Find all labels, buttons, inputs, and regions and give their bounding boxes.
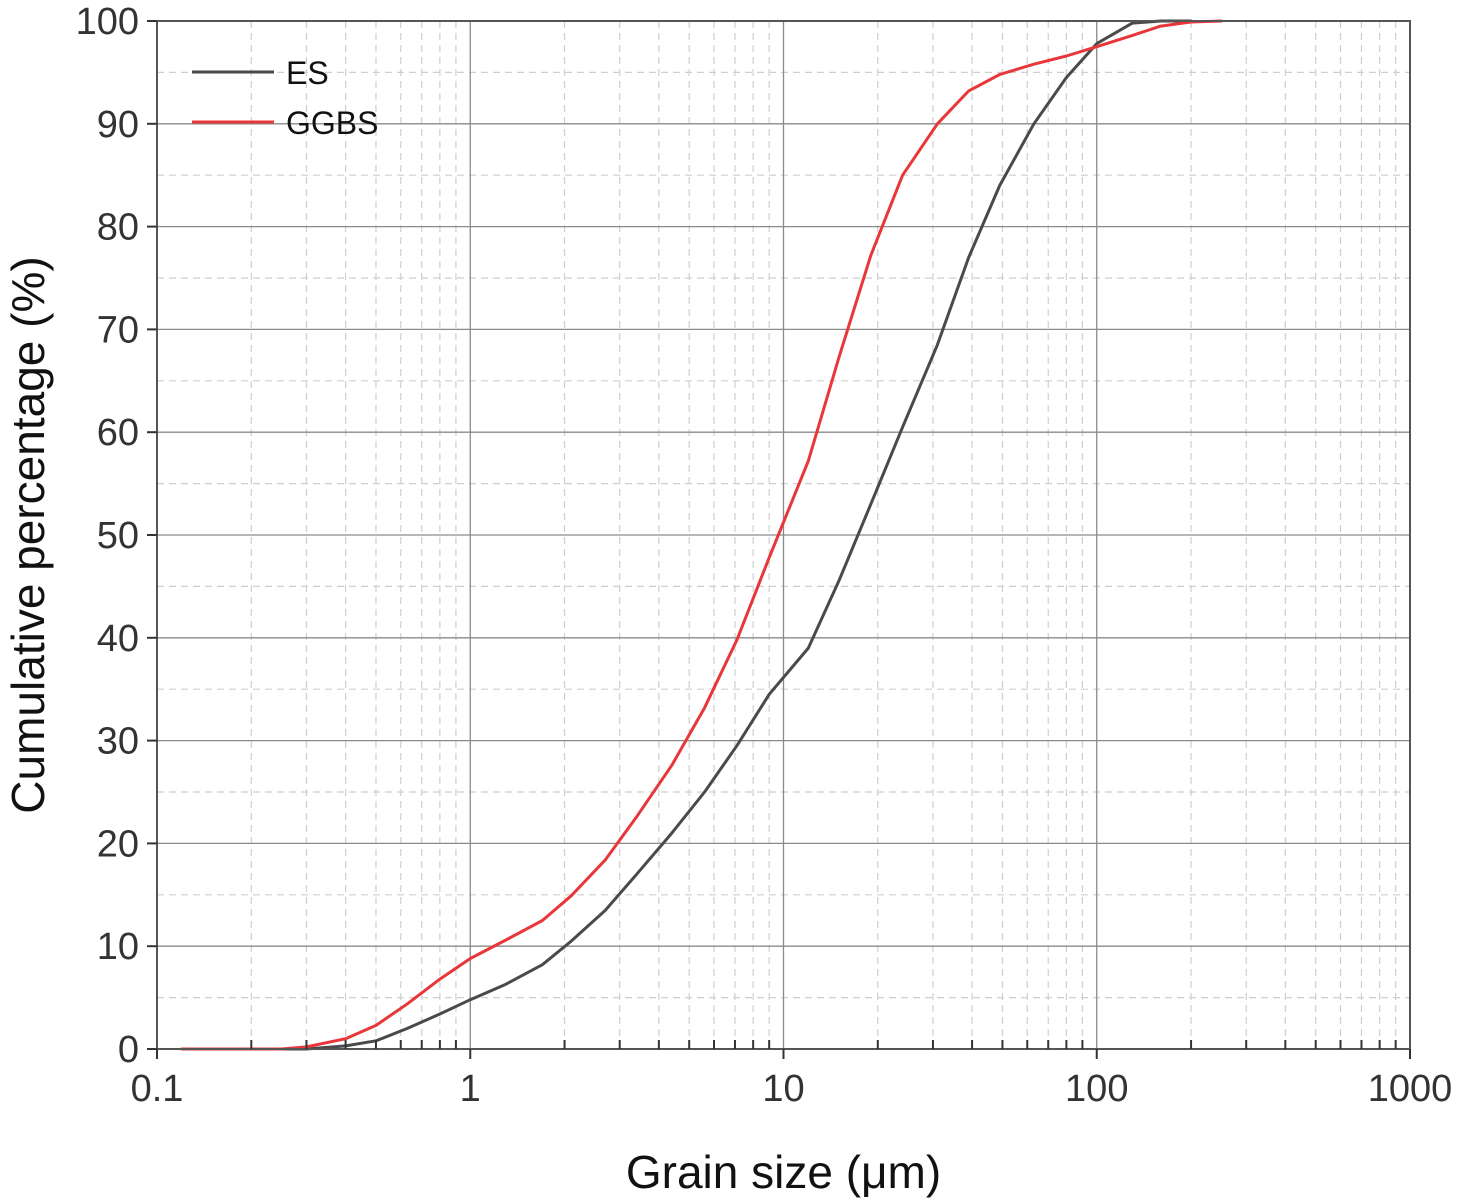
series-line-es [180, 19, 1193, 1051]
y-tick-label: 0 [118, 1029, 139, 1071]
y-tick-label: 80 [97, 207, 139, 249]
grid [156, 20, 1411, 1050]
y-tick-label: 50 [97, 515, 139, 557]
y-tick-label: 60 [97, 412, 139, 454]
x-tick-label: 0.1 [131, 1068, 184, 1110]
x-axis-title: Grain size (μm) [626, 1146, 941, 1198]
y-tick-label: 20 [97, 823, 139, 865]
x-tick-label: 1 [460, 1068, 481, 1110]
y-tick-label: 90 [97, 104, 139, 146]
series-layer [180, 19, 1223, 1051]
tick-labels: 0 10 20 30 40 50 60 70 80 90 100 0.1 1 10 100 1000 [76, 1, 1453, 1110]
axis-ticks [147, 20, 1411, 1059]
legend-label-es: ES [286, 55, 329, 91]
y-tick-label: 40 [97, 618, 139, 660]
y-tick-label: 30 [97, 721, 139, 763]
legend: ES GGBS [192, 55, 378, 141]
y-tick-label: 10 [97, 926, 139, 968]
series-line-ggbs [180, 19, 1223, 1051]
y-tick-label: 100 [76, 1, 139, 43]
y-axis-title: Cumulative percentage (%) [2, 256, 54, 813]
x-tick-label: 1000 [1368, 1068, 1453, 1110]
x-tick-label: 10 [762, 1068, 804, 1110]
x-tick-label: 100 [1065, 1068, 1128, 1110]
legend-label-ggbs: GGBS [286, 105, 378, 141]
y-tick-label: 70 [97, 309, 139, 351]
